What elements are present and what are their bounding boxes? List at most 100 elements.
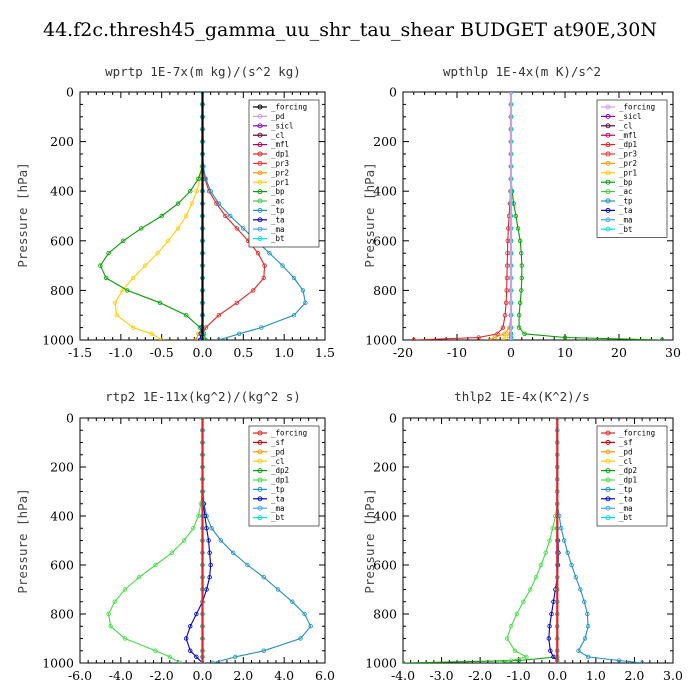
- data-point: [183, 313, 189, 318]
- data-point: [403, 660, 406, 663]
- data-point: [106, 611, 111, 617]
- x-tick-label: 0.0: [193, 668, 213, 683]
- data-point: [503, 300, 509, 305]
- legend-marker: [605, 430, 611, 436]
- data-point: [517, 300, 523, 305]
- y-tick-label: 200: [50, 134, 74, 149]
- y-axis-label: Pressure [hPa]: [362, 162, 377, 267]
- y-tick-label: 1000: [42, 656, 74, 671]
- data-point: [517, 238, 523, 243]
- legend-label: _bp: [271, 187, 285, 196]
- legend-marker: [605, 160, 611, 166]
- data-point: [291, 313, 297, 318]
- data-point: [504, 636, 510, 641]
- data-point: [512, 648, 518, 653]
- x-tick-label: 0.0: [193, 345, 213, 360]
- data-point: [302, 611, 307, 617]
- plot-area: -6.0 -4.0 -2.0 0.0 2.0 4.0 6.0 0 200 400 600 800 100…: [42, 411, 335, 684]
- panel-rtp2: rtp2 1E-11x(kg^2)/(kg^2 s) Pressure [hPa…: [15, 389, 335, 683]
- data-point: [261, 648, 266, 653]
- legend-label: _mfl: [271, 140, 289, 149]
- legend-label: _pr1: [619, 168, 637, 177]
- legend-marker: [605, 179, 611, 185]
- legend-marker: [605, 515, 611, 521]
- data-point: [137, 575, 142, 580]
- data-point: [261, 575, 266, 580]
- x-tick-label: 2.0: [624, 668, 644, 683]
- legend-label: _forcing: [271, 103, 307, 112]
- legend-marker: [257, 439, 263, 445]
- data-point: [275, 587, 281, 592]
- legend-marker: [605, 496, 611, 502]
- data-point: [103, 275, 109, 281]
- data-point: [546, 636, 551, 641]
- x-tick-label: 1.5: [315, 345, 335, 360]
- y-tick-label: 200: [373, 134, 397, 149]
- y-tick-label: 400: [50, 184, 74, 199]
- data-point: [204, 587, 209, 592]
- data-point: [565, 550, 570, 555]
- legend-label: _dp1: [271, 150, 289, 159]
- legend-label: _ta: [271, 494, 285, 503]
- data-point: [519, 263, 524, 268]
- data-point: [165, 238, 171, 243]
- x-tick-label: -10: [447, 345, 467, 360]
- y-tick-label: 600: [50, 233, 74, 248]
- legend-marker: [605, 458, 611, 464]
- legend-label: _pd: [271, 112, 285, 121]
- data-point: [290, 599, 295, 604]
- legend-label: _ta: [271, 215, 285, 224]
- legend-label: _dp1: [271, 476, 289, 485]
- y-tick-label: 400: [373, 509, 397, 524]
- legend-label: _tp: [619, 485, 633, 494]
- plot-area: -1.5 -1.0 -0.5 0.0 0.5 1.0 1.5 0 200 400 600 800 100…: [42, 85, 335, 361]
- legend-label: _pr3: [271, 159, 289, 168]
- data-point: [521, 599, 526, 604]
- legend-marker: [257, 217, 263, 223]
- legend-marker: [257, 123, 263, 129]
- data-point: [203, 337, 208, 340]
- data-point: [519, 288, 524, 293]
- x-tick-label: 4.0: [274, 668, 294, 683]
- legend-label: _bt: [619, 513, 633, 522]
- legend-marker: [257, 505, 263, 511]
- legend-label: _mfl: [619, 131, 637, 140]
- legend-label: _pr2: [619, 159, 637, 168]
- y-tick-label: 0: [389, 411, 397, 426]
- legend-label: _ma: [271, 504, 285, 513]
- legend-label: _pd: [271, 447, 285, 456]
- data-point: [208, 188, 213, 194]
- y-tick-label: 1000: [365, 333, 397, 348]
- legend-marker: [257, 151, 263, 157]
- y-tick-label: 1000: [42, 333, 74, 348]
- legend-label: _ma: [619, 504, 633, 513]
- data-point: [208, 562, 213, 568]
- y-tick-label: 200: [50, 460, 74, 475]
- legend-label: _pr2: [271, 168, 289, 177]
- data-point: [191, 526, 196, 531]
- data-point: [159, 213, 164, 219]
- x-tick-label: 0.0: [547, 668, 567, 683]
- data-point: [411, 337, 416, 340]
- data-point: [155, 250, 160, 256]
- legend-marker: [257, 104, 263, 110]
- y-axis-label: Pressure [hPa]: [15, 162, 30, 267]
- y-tick-label: 0: [66, 411, 74, 426]
- y-tick-label: 200: [373, 460, 397, 475]
- panel-title: thlp2 1E-4x(K^2)/s: [454, 389, 589, 404]
- data-point: [516, 325, 522, 330]
- legend-marker: [257, 477, 263, 483]
- data-point: [230, 550, 236, 555]
- data-point: [250, 288, 256, 293]
- data-point: [562, 335, 568, 340]
- data-point: [183, 213, 189, 219]
- legend-label: _dp1: [619, 140, 637, 149]
- data-point: [255, 250, 261, 256]
- x-tick-label: 20: [611, 345, 627, 360]
- data-point: [216, 313, 222, 318]
- data-point: [308, 624, 313, 629]
- data-point: [503, 335, 508, 340]
- data-point: [508, 624, 514, 629]
- x-tick-label: -1.0: [507, 668, 531, 683]
- legend-marker: [605, 151, 611, 157]
